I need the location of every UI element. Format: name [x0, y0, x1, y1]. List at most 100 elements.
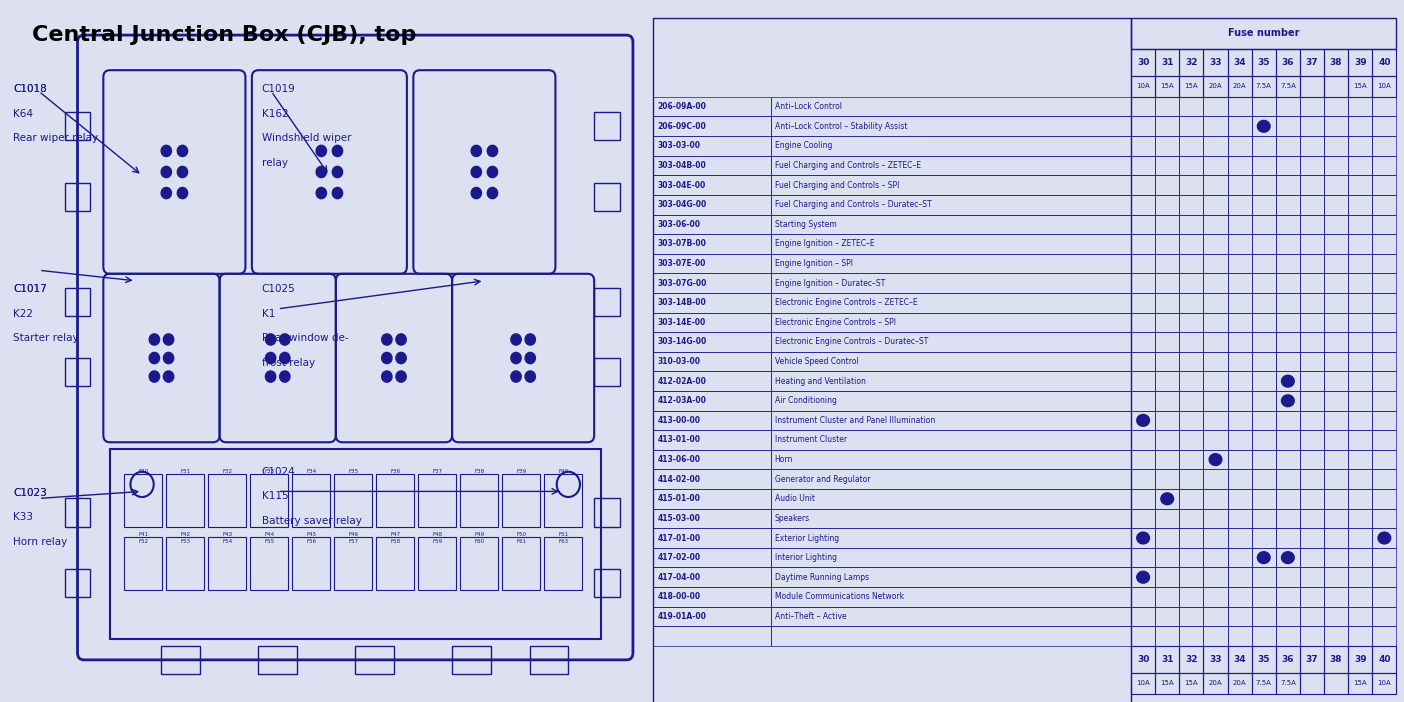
Bar — [771, 136, 1132, 156]
Bar — [1300, 215, 1324, 234]
Text: F54: F54 — [223, 539, 233, 544]
Circle shape — [316, 166, 327, 178]
Bar — [1372, 156, 1397, 176]
Bar — [1300, 646, 1324, 673]
Bar — [1155, 587, 1179, 607]
Bar — [65, 498, 90, 526]
Bar — [1179, 117, 1203, 136]
Circle shape — [149, 334, 160, 345]
Circle shape — [382, 334, 392, 345]
Text: 39: 39 — [1353, 655, 1366, 663]
Text: 10A: 10A — [1377, 680, 1391, 686]
Bar — [1227, 567, 1252, 587]
Bar — [653, 391, 771, 411]
Bar — [1132, 548, 1155, 567]
Text: F32: F32 — [223, 469, 233, 474]
Bar — [1324, 587, 1348, 607]
Bar — [1324, 626, 1348, 646]
Bar — [1276, 156, 1300, 176]
Text: F47: F47 — [390, 532, 400, 537]
Bar — [1203, 293, 1227, 312]
Text: 20A: 20A — [1209, 84, 1223, 89]
Text: Engine Cooling: Engine Cooling — [775, 141, 833, 150]
Bar — [1324, 234, 1348, 253]
Bar — [771, 97, 1132, 117]
Bar — [1227, 176, 1252, 195]
Bar — [1227, 215, 1252, 234]
Bar — [1132, 176, 1155, 195]
Circle shape — [396, 352, 406, 364]
Text: 419-01A-00: 419-01A-00 — [657, 612, 706, 621]
Bar — [1179, 587, 1203, 607]
Bar — [65, 183, 90, 211]
Bar — [1155, 332, 1179, 352]
Circle shape — [279, 371, 291, 382]
Bar — [771, 450, 1132, 470]
Bar — [1300, 673, 1324, 694]
Bar — [1300, 489, 1324, 508]
Bar — [1348, 450, 1372, 470]
Text: C1017: C1017 — [13, 284, 46, 294]
Text: Fuel Charging and Controls – Duratec–ST: Fuel Charging and Controls – Duratec–ST — [775, 200, 931, 209]
Bar — [250, 474, 288, 526]
Bar — [1372, 97, 1397, 117]
Bar — [1276, 253, 1300, 273]
Bar — [1252, 117, 1276, 136]
Text: K1: K1 — [261, 309, 275, 319]
Text: 206-09A-00: 206-09A-00 — [657, 102, 706, 111]
Bar — [1348, 528, 1372, 548]
Text: Fuel Charging and Controls – ZETEC–E: Fuel Charging and Controls – ZETEC–E — [775, 161, 921, 170]
Bar — [1252, 136, 1276, 156]
Bar — [771, 626, 1132, 646]
Bar — [1348, 176, 1372, 195]
Circle shape — [1137, 532, 1150, 544]
Bar — [653, 430, 771, 450]
Text: 303-04B-00: 303-04B-00 — [657, 161, 706, 170]
Bar — [1348, 76, 1372, 97]
Text: 37: 37 — [1306, 58, 1318, 67]
Bar — [653, 215, 771, 234]
Text: F40: F40 — [559, 469, 569, 474]
Bar — [1276, 49, 1300, 76]
Bar — [1132, 587, 1155, 607]
Bar — [1324, 332, 1348, 352]
Bar — [1179, 548, 1203, 567]
Bar — [1300, 371, 1324, 391]
Text: F44: F44 — [264, 532, 275, 537]
Text: C1023: C1023 — [13, 488, 46, 498]
Bar — [1203, 332, 1227, 352]
Text: F57: F57 — [348, 539, 358, 544]
Circle shape — [472, 166, 482, 178]
Bar — [334, 474, 372, 526]
Bar — [1252, 489, 1276, 508]
Bar — [1227, 470, 1252, 489]
Bar — [1227, 312, 1252, 332]
Circle shape — [161, 187, 171, 199]
Circle shape — [382, 371, 392, 382]
Bar — [1300, 508, 1324, 528]
Text: K33: K33 — [13, 512, 32, 522]
Bar — [1348, 253, 1372, 273]
Bar — [1372, 450, 1397, 470]
Bar — [1324, 450, 1348, 470]
Circle shape — [177, 145, 188, 157]
Bar — [1155, 215, 1179, 234]
Text: Daytime Running Lamps: Daytime Running Lamps — [775, 573, 869, 582]
Bar — [1348, 215, 1372, 234]
Bar — [1179, 76, 1203, 97]
Text: Electronic Engine Controls – SPI: Electronic Engine Controls – SPI — [775, 318, 896, 327]
Bar — [161, 646, 201, 674]
Text: F48: F48 — [432, 532, 442, 537]
Bar — [1155, 391, 1179, 411]
Bar — [208, 474, 246, 526]
Bar — [653, 136, 771, 156]
Bar — [1179, 371, 1203, 391]
Circle shape — [265, 371, 275, 382]
Text: F56: F56 — [306, 539, 317, 544]
Text: 303-03-00: 303-03-00 — [657, 141, 701, 150]
Circle shape — [333, 187, 343, 199]
Bar — [1132, 567, 1155, 587]
Bar — [1348, 587, 1372, 607]
Bar — [1348, 234, 1372, 253]
Bar — [653, 156, 771, 176]
